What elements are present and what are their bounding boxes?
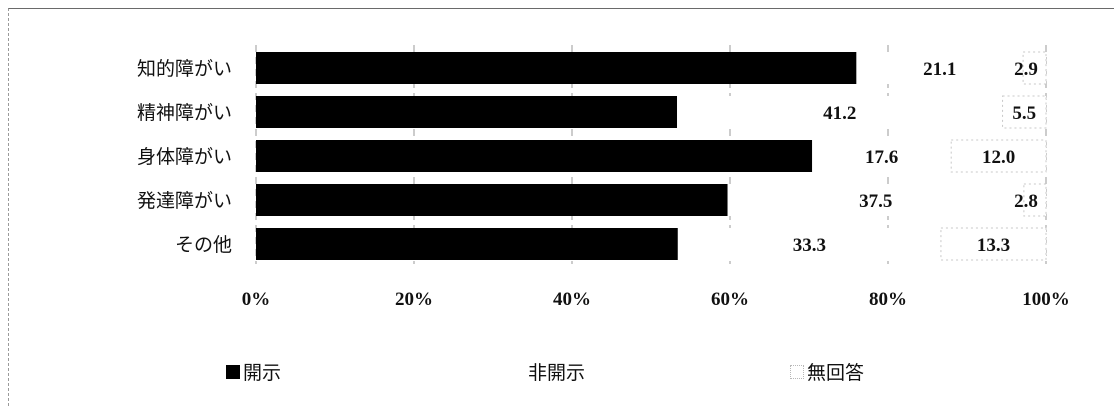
legend-swatch-not-disclosed	[511, 364, 525, 379]
data-label-not-disclosed: 33.3	[793, 235, 826, 256]
legend-item-not-disclosed: 非開示	[511, 358, 585, 385]
x-axis-ticks: 0% 20% 40% 60% 80% 100%	[242, 289, 1070, 310]
category-label: 知的障がい	[137, 58, 232, 80]
data-label-no-answer: 2.9	[1014, 59, 1038, 80]
x-tick-label: 80%	[869, 289, 907, 310]
bar-disclosed	[256, 228, 678, 260]
bar-no-answer	[950, 139, 1047, 173]
x-tick-label: 0%	[242, 289, 271, 310]
legend-item-disclosed: 開示	[226, 358, 281, 385]
category-label: 発達障がい	[137, 190, 232, 212]
category-label: 身体障がい	[137, 146, 232, 168]
bars	[256, 51, 1047, 261]
bar-disclosed	[256, 52, 857, 84]
bar-no-answer	[940, 227, 1047, 261]
data-label-not-disclosed: 21.1	[923, 59, 956, 80]
bar-not-disclosed	[677, 96, 1003, 128]
bar-no-answer	[1023, 183, 1047, 217]
data-label-no-answer: 2.8	[1014, 191, 1038, 212]
data-label-not-disclosed: 17.6	[865, 147, 898, 168]
legend-swatch-disclosed	[226, 364, 240, 379]
category-label: その他	[175, 234, 232, 256]
x-tick-label: 40%	[553, 289, 591, 310]
data-labels: 21.1 2.9 41.2 5.5 17.6 12.0 37.5 2.8 33.3 13.3	[793, 59, 1038, 256]
bar-disclosed	[256, 184, 728, 216]
category-label: 精神障がい	[137, 102, 232, 124]
data-label-no-answer: 5.5	[1012, 103, 1036, 124]
x-tick-label: 20%	[395, 289, 433, 310]
data-label-not-disclosed: 37.5	[859, 191, 892, 212]
bar-not-disclosed	[727, 184, 1024, 216]
x-tick-label: 60%	[711, 289, 749, 310]
data-label-no-answer: 13.3	[977, 235, 1010, 256]
legend-label-no-answer: 無回答	[807, 362, 865, 384]
x-tick-label: 100%	[1022, 289, 1070, 310]
data-label-no-answer: 12.0	[982, 147, 1015, 168]
bar-no-answer	[1022, 51, 1047, 85]
bar-disclosed	[256, 140, 813, 172]
legend-swatch-no-answer	[790, 364, 804, 379]
legend-label-disclosed: 開示	[243, 362, 282, 384]
chart-frame	[8, 8, 1114, 406]
bar-disclosed	[256, 96, 678, 128]
bar-not-disclosed	[812, 140, 952, 172]
data-label-not-disclosed: 41.2	[823, 103, 856, 124]
bar-not-disclosed	[856, 52, 1024, 84]
legend-label-not-disclosed: 非開示	[528, 362, 586, 384]
bar-not-disclosed	[677, 228, 941, 260]
legend-item-no-answer: 無回答	[790, 358, 864, 385]
bar-no-answer	[1002, 95, 1047, 129]
